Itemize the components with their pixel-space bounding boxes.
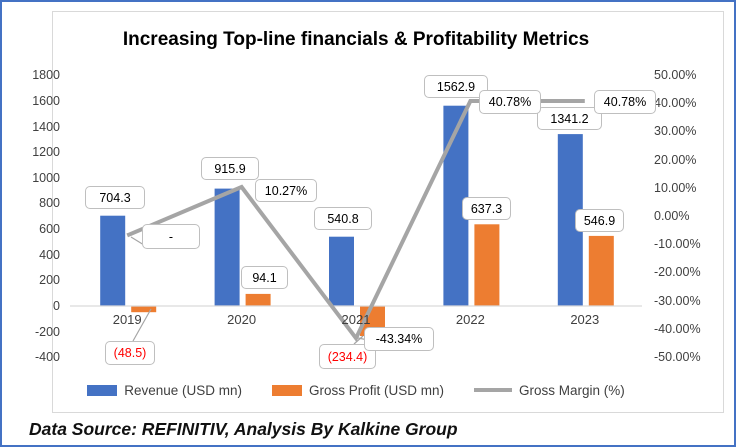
left-axis-tick: -200 — [34, 324, 60, 339]
right-axis-tick: 40.00% — [654, 96, 697, 111]
data-source-note: Data Source: REFINITIV, Analysis By Kalk… — [29, 419, 458, 439]
left-axis-tick: -400 — [34, 350, 60, 365]
right-axis-tick: 20.00% — [654, 152, 697, 167]
x-axis-label-2020: 2020 — [227, 312, 257, 327]
data-label-gross-margin-2023: 40.78% — [594, 90, 656, 114]
left-axis-tick: 1400 — [32, 119, 60, 134]
data-label-gross-profit-2022: 637.3 — [462, 197, 511, 220]
revenue-bar-2019 — [100, 215, 126, 306]
gross-profit-bar-2023 — [588, 235, 614, 306]
left-axis-tick: 200 — [39, 273, 60, 288]
label-leader-line — [130, 236, 145, 246]
chart-title: Increasing Top-line financials & Profita… — [122, 29, 590, 50]
right-axis-tick: -50.00% — [654, 350, 701, 364]
chart-legend: Revenue (USD mn) Gross Profit (USD mn) G… — [70, 380, 642, 400]
label-leader-line — [132, 308, 152, 342]
left-axis-tick: 1000 — [32, 170, 60, 185]
left-axis-tick: 0 — [53, 299, 60, 313]
left-axis-tick: 600 — [39, 222, 60, 237]
data-label-gross-margin-2020: 10.27% — [255, 179, 317, 202]
revenue-swatch-icon — [87, 384, 118, 396]
gross-margin-line-swatch-icon — [474, 388, 513, 392]
data-label-revenue-2019: 704.3 — [85, 186, 145, 209]
x-axis-label-2019: 2019 — [112, 312, 142, 327]
legend-label-revenue: Revenue (USD mn) — [124, 382, 242, 398]
right-axis-tick: -20.00% — [654, 265, 701, 280]
data-label-gross-margin-2021: -43.34% — [364, 327, 434, 351]
legend-item-gross-margin: Gross Margin (%) — [474, 383, 625, 398]
legend-label-gross-profit: Gross Profit (USD mn) — [309, 382, 445, 398]
gross-profit-bar-2019 — [131, 306, 157, 313]
right-axis-tick: 10.00% — [654, 180, 697, 195]
x-axis-label-2023: 2023 — [570, 312, 600, 327]
left-axis-tick: 1800 — [32, 68, 60, 83]
data-label-revenue-2020: 915.9 — [201, 157, 259, 180]
x-axis-label-2022: 2022 — [455, 312, 485, 327]
right-axis-tick: -10.00% — [654, 237, 701, 252]
revenue-bar-2020 — [214, 188, 240, 306]
right-axis-tick: -40.00% — [654, 321, 701, 336]
label-leader-line — [353, 335, 364, 345]
left-axis-tick: 1600 — [32, 93, 60, 108]
left-axis-tick: 1200 — [32, 145, 60, 160]
data-label-gross-profit-2020: 94.1 — [241, 266, 288, 289]
gross-profit-swatch-icon — [272, 384, 302, 396]
revenue-bar-2021 — [329, 236, 354, 306]
gross-profit-bar-2022 — [474, 224, 500, 306]
data-label-revenue-2021: 540.8 — [314, 207, 372, 230]
x-axis-label-2021: 2021 — [341, 312, 371, 327]
data-label-revenue-2022: 1562.9 — [424, 75, 488, 98]
legend-item-gross-profit: Gross Profit (USD mn) — [272, 383, 444, 398]
right-axis-tick: 0.00% — [654, 209, 690, 223]
data-label-gross-profit-2019: (48.5) — [105, 341, 155, 365]
right-axis-tick: 50.00% — [654, 68, 697, 82]
data-label-gross-margin-2019: - — [142, 224, 200, 249]
gross-profit-bar-2020 — [245, 293, 271, 306]
legend-item-revenue: Revenue (USD mn) — [87, 383, 242, 398]
left-axis-tick: 400 — [39, 247, 60, 262]
data-label-gross-margin-2022: 40.78% — [479, 90, 541, 114]
legend-label-gross-margin: Gross Margin (%) — [519, 382, 625, 398]
right-axis-tick: 30.00% — [654, 124, 697, 139]
data-label-revenue-2023: 1341.2 — [537, 107, 602, 130]
data-label-gross-profit-2023: 546.9 — [575, 209, 624, 232]
left-axis-tick: 800 — [39, 196, 60, 211]
right-axis-tick: -30.00% — [654, 293, 701, 308]
